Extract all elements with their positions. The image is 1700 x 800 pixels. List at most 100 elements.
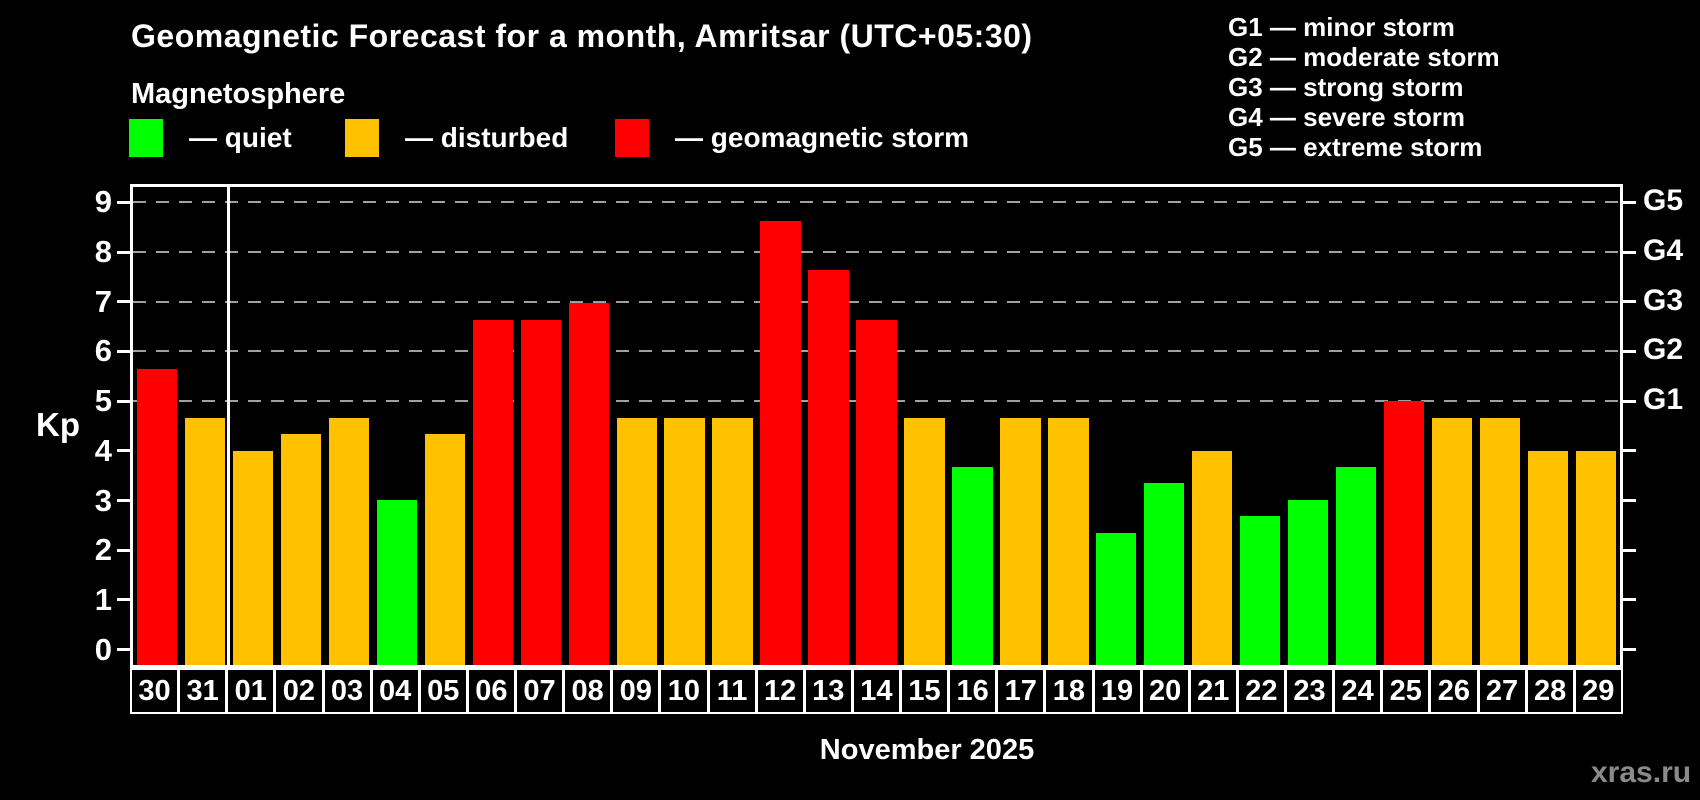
x-axis-label: November 2025: [819, 734, 1035, 766]
day-label-30: 30: [132, 670, 181, 712]
y-tick-label-9: 9: [94, 184, 112, 220]
kp-bar-day-30: [136, 368, 178, 665]
day-label-13: 13: [805, 670, 854, 712]
y-tick-left-6: [117, 349, 130, 353]
disturbed-color-swatch: [345, 119, 379, 157]
day-label-19: 19: [1094, 670, 1143, 712]
kp-bar-day-23: [1288, 499, 1329, 665]
gridline-kp-7: [133, 300, 1620, 303]
kp-bar-day-27: [1479, 417, 1521, 665]
watermark: xras.ru: [1591, 756, 1692, 789]
day-label-25: 25: [1383, 670, 1432, 712]
day-label-02: 02: [276, 670, 325, 712]
y-tick-right-2: [1623, 548, 1636, 552]
y-tick-right-6: [1623, 349, 1636, 353]
right-axis-label-g4: G4: [1643, 234, 1684, 268]
y-tick-label-6: 6: [94, 333, 112, 369]
kp-bar-day-14: [856, 319, 897, 665]
kp-bar-day-18: [1048, 417, 1089, 665]
y-tick-right-8: [1623, 250, 1636, 254]
day-labels-row: 30 31 01 02 03 04 05 06 07 08 09 10 11 12 13 14 15 16 17 18…: [130, 668, 1623, 714]
kp-bar-day-28: [1527, 450, 1569, 665]
legend-item-disturbed: — disturbed: [345, 118, 568, 158]
day-label-12: 12: [757, 670, 806, 712]
kp-bar-day-12: [760, 221, 801, 665]
legend-item-quiet: — quiet: [129, 118, 292, 158]
storm-color-swatch: [615, 119, 649, 157]
right-axis-label-g3: G3: [1643, 283, 1684, 317]
day-label-20: 20: [1142, 670, 1191, 712]
quiet-color-swatch: [129, 119, 163, 157]
g-legend-line-g4: G4 — severe storm: [1228, 102, 1466, 132]
kp-bar-day-08: [568, 303, 609, 665]
y-tick-left-4: [117, 449, 130, 453]
kp-bar-day-25: [1383, 401, 1425, 665]
y-tick-left-9: [117, 200, 130, 204]
chart-subtitle: Magnetosphere: [131, 78, 346, 110]
y-tick-left-5: [117, 399, 130, 403]
day-label-08: 08: [565, 670, 614, 712]
day-label-26: 26: [1431, 670, 1480, 712]
kp-bar-day-19: [1096, 532, 1137, 665]
kp-bar-day-01: [232, 450, 274, 665]
gridline-kp-8: [133, 251, 1620, 254]
day-label-09: 09: [613, 670, 662, 712]
month-separator-line: [227, 187, 231, 665]
day-label-05: 05: [420, 670, 469, 712]
g-legend-line-g1: G1 — minor storm: [1228, 12, 1455, 42]
y-tick-right-4: [1623, 449, 1636, 453]
g-legend-line-g2: G2 — moderate storm: [1228, 42, 1500, 72]
kp-bar-day-02: [280, 434, 322, 665]
kp-bar-day-07: [520, 319, 561, 665]
right-axis-label-g5: G5: [1643, 184, 1684, 218]
day-label-11: 11: [709, 670, 758, 712]
kp-bar-day-04: [376, 499, 417, 665]
kp-bar-day-22: [1240, 515, 1281, 665]
day-label-07: 07: [517, 670, 566, 712]
y-tick-label-3: 3: [94, 482, 112, 518]
y-tick-left-2: [117, 548, 130, 552]
y-tick-right-9: [1623, 200, 1636, 204]
day-label-24: 24: [1335, 670, 1384, 712]
kp-bar-day-26: [1431, 417, 1473, 665]
y-axis-label: Kp: [36, 406, 80, 443]
y-tick-label-4: 4: [94, 432, 112, 468]
y-tick-left-7: [117, 300, 130, 304]
y-tick-left-1: [117, 598, 130, 602]
right-axis-label-g2: G2: [1643, 333, 1684, 367]
g-scale-legend: G1 — minor storm G2 — moderate storm G3 …: [1228, 12, 1500, 162]
y-tick-label-5: 5: [94, 383, 112, 419]
gridline-kp-9: [133, 201, 1620, 204]
y-tick-right-3: [1623, 499, 1636, 503]
kp-bar-day-24: [1336, 466, 1377, 665]
kp-bar-day-15: [904, 417, 945, 665]
y-tick-left-0: [117, 648, 130, 652]
day-label-31: 31: [180, 670, 229, 712]
right-axis-label-g1: G1: [1643, 383, 1684, 417]
day-label-03: 03: [324, 670, 373, 712]
kp-bar-day-17: [1000, 417, 1041, 665]
kp-bar-day-06: [472, 319, 513, 665]
day-label-15: 15: [902, 670, 951, 712]
y-tick-label-1: 1: [94, 581, 112, 617]
day-label-22: 22: [1238, 670, 1287, 712]
legend-disturbed-label: — disturbed: [405, 122, 569, 153]
y-tick-right-7: [1623, 300, 1636, 304]
kp-bar-day-20: [1144, 483, 1185, 665]
legend-item-storm: — geomagnetic storm: [615, 118, 969, 158]
kp-bar-day-31: [184, 417, 226, 665]
kp-bar-day-05: [424, 434, 465, 665]
day-label-06: 06: [468, 670, 517, 712]
y-tick-label-7: 7: [94, 283, 112, 319]
g-legend-line-g3: G3 — strong storm: [1228, 72, 1464, 102]
day-label-28: 28: [1527, 670, 1576, 712]
kp-bar-day-16: [952, 466, 993, 665]
legend-storm-label: — geomagnetic storm: [675, 122, 970, 153]
day-label-18: 18: [1046, 670, 1095, 712]
legend-quiet-label: — quiet: [189, 122, 292, 153]
day-label-01: 01: [228, 670, 277, 712]
day-label-23: 23: [1287, 670, 1336, 712]
kp-bar-day-03: [328, 417, 369, 665]
kp-bar-day-29: [1575, 450, 1617, 665]
